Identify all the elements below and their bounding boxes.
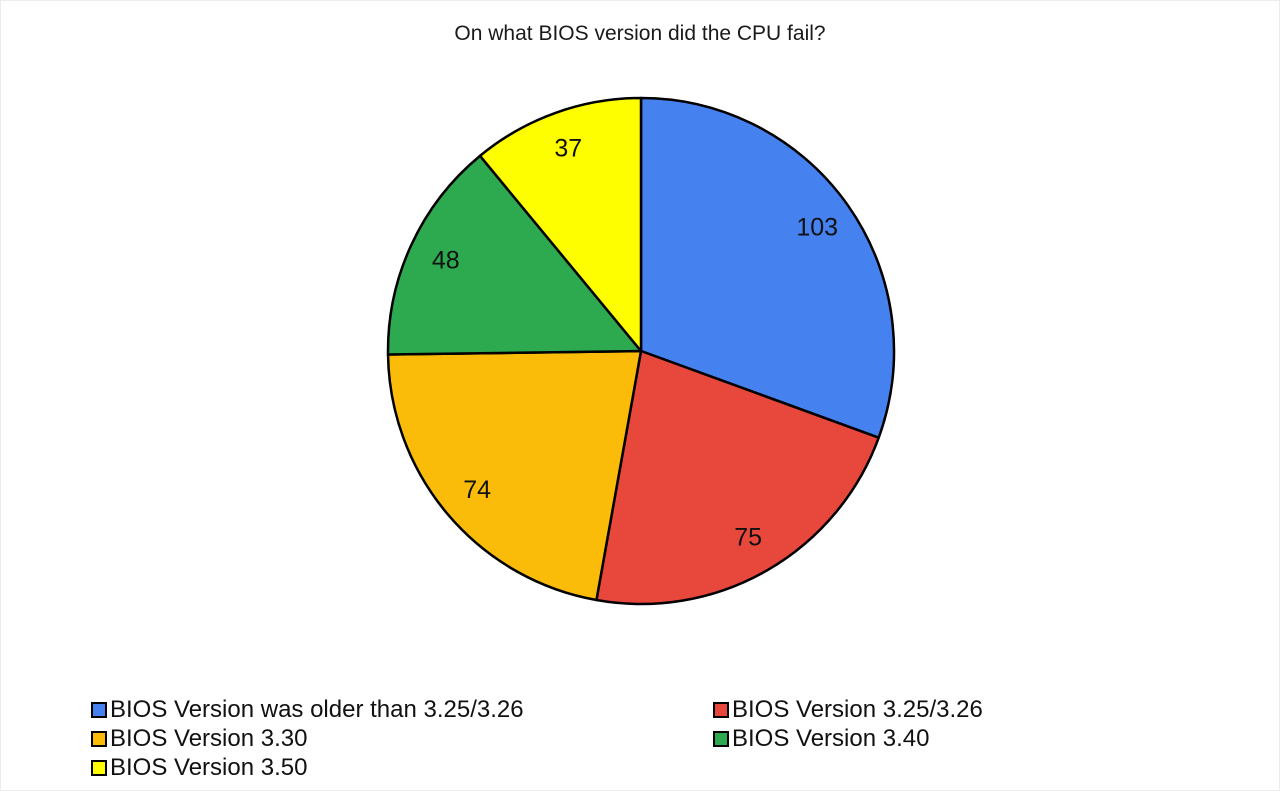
legend-label: BIOS Version was older than 3.25/3.26 (110, 695, 524, 723)
legend-label: BIOS Version 3.25/3.26 (732, 695, 983, 723)
legend-item-330: BIOS Version 3.30 (91, 724, 713, 753)
pie-slice-2 (386, 349, 643, 602)
legend-item-325-326: BIOS Version 3.25/3.26 (713, 695, 983, 724)
legend-label: BIOS Version 3.50 (110, 753, 308, 781)
legend-item-older-than-325: BIOS Version was older than 3.25/3.26 (91, 695, 713, 724)
legend-item-340: BIOS Version 3.40 (713, 724, 983, 753)
legend-item-350: BIOS Version 3.50 (91, 753, 713, 782)
legend-swatch-yellow-icon (91, 759, 107, 776)
slice-value-label-4: 37 (554, 135, 582, 163)
slice-value-label-0: 103 (796, 214, 838, 242)
legend-swatch-blue-icon (91, 701, 107, 718)
slice-value-label-2: 74 (463, 476, 491, 504)
chart-title: On what BIOS version did the CPU fail? (454, 22, 826, 45)
pie-slice-4 (478, 96, 643, 353)
pie-slice-1 (595, 349, 880, 606)
legend-swatch-green-icon (713, 730, 729, 747)
legend-swatch-red-icon (713, 701, 729, 718)
legend: BIOS Version was older than 3.25/3.26 BI… (91, 695, 983, 782)
legend-label: BIOS Version 3.30 (110, 724, 308, 752)
legend-swatch-orange-icon (91, 730, 107, 747)
pie-slice-3 (386, 154, 643, 356)
pie-slice-0 (639, 96, 896, 439)
slice-value-label-1: 75 (734, 523, 762, 551)
legend-label: BIOS Version 3.40 (732, 724, 930, 752)
pie-chart: 103 75 74 48 37 (386, 96, 896, 606)
slice-value-label-3: 48 (432, 247, 460, 275)
